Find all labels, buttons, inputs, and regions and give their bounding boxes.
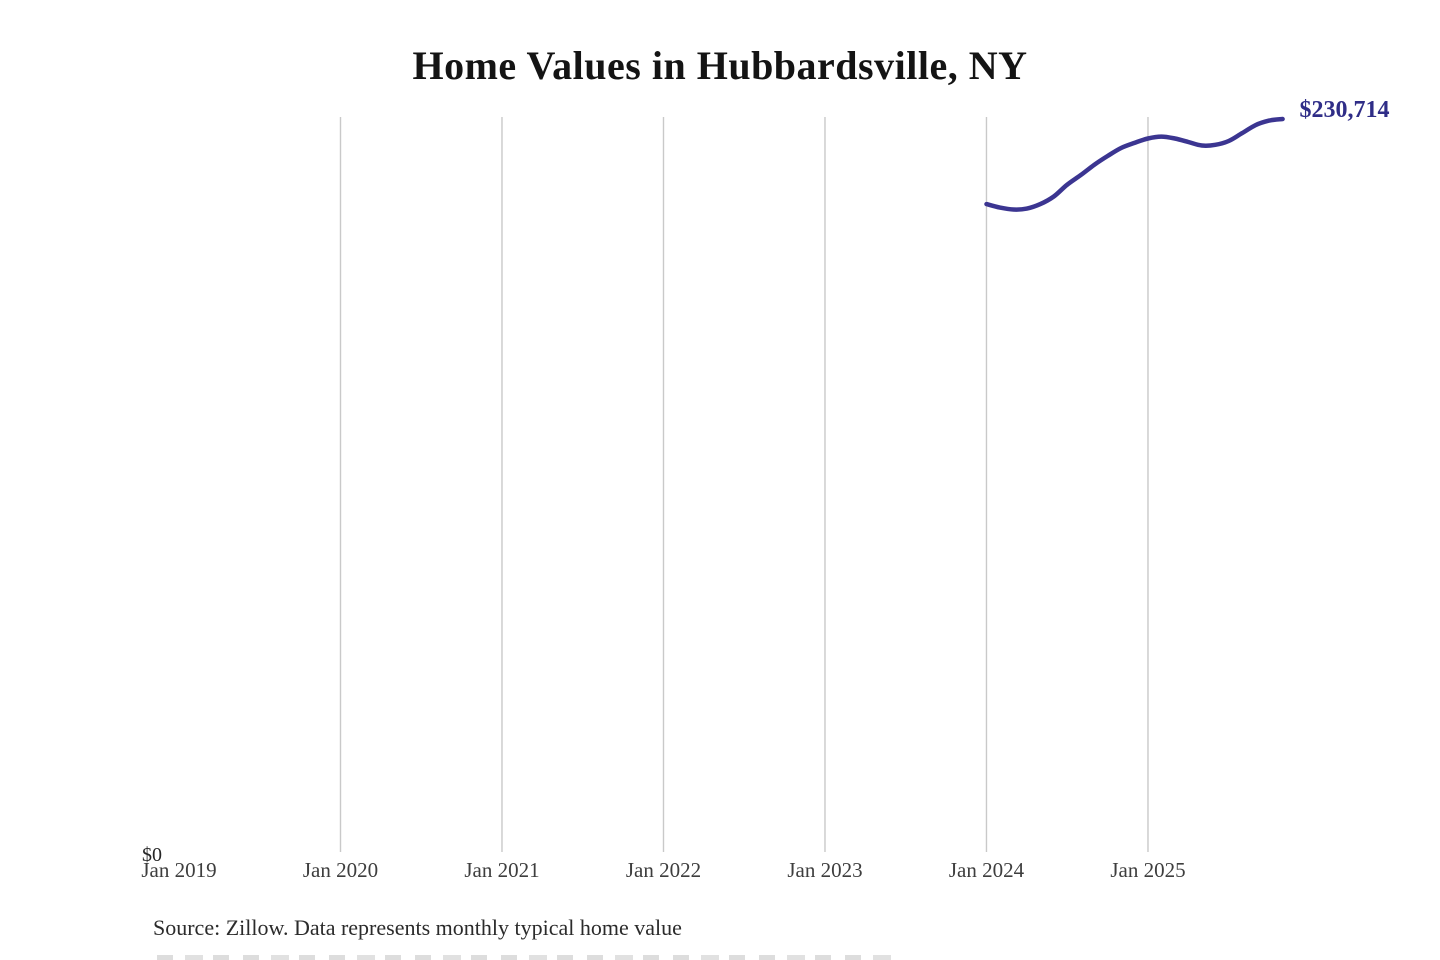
chart-title: Home Values in Hubbardsville, NY (412, 43, 1028, 88)
source-note: Source: Zillow. Data represents monthly … (153, 915, 682, 940)
x-tick-label: Jan 2023 (787, 858, 863, 882)
x-tick-label: Jan 2020 (302, 858, 379, 882)
clipped-text-remnant (157, 955, 897, 960)
x-tick-label: Jan 2021 (464, 858, 540, 882)
y-axis-zero-label: $0 (142, 844, 162, 866)
home-value-line (984, 116, 1285, 212)
x-tick-label: Jan 2019 (141, 858, 217, 882)
x-tick-label: Jan 2025 (1110, 858, 1186, 882)
x-tick-label: Jan 2024 (948, 858, 1025, 882)
x-tick-label: Jan 2022 (625, 858, 702, 882)
latest-value-label: $230,714 (1299, 97, 1390, 123)
